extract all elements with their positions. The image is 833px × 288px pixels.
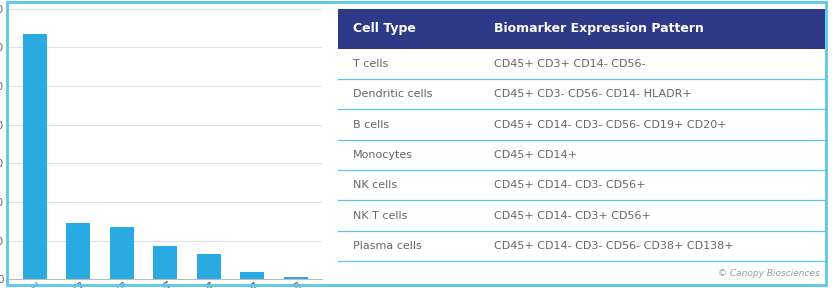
Bar — [241, 272, 264, 279]
Text: NK cells: NK cells — [353, 180, 397, 190]
Bar — [110, 227, 133, 279]
Text: CD45+ CD14- CD3+ CD56+: CD45+ CD14- CD3+ CD56+ — [494, 211, 651, 221]
Text: CD45+ CD14- CD3- CD56- CD19+ CD20+: CD45+ CD14- CD3- CD56- CD19+ CD20+ — [494, 120, 726, 130]
Text: Cell Type: Cell Type — [353, 22, 416, 35]
Bar — [22, 34, 47, 279]
Text: Dendritic cells: Dendritic cells — [353, 89, 432, 99]
Bar — [284, 277, 308, 279]
Text: CD45+ CD3+ CD14- CD56-: CD45+ CD3+ CD14- CD56- — [494, 59, 646, 69]
Text: CD45+ CD14+: CD45+ CD14+ — [494, 150, 577, 160]
Text: Monocytes: Monocytes — [353, 150, 413, 160]
Text: T cells: T cells — [353, 59, 388, 69]
Bar — [153, 247, 177, 279]
Text: NK T cells: NK T cells — [353, 211, 407, 221]
Text: CD45+ CD3- CD56- CD14- HLADR+: CD45+ CD3- CD56- CD14- HLADR+ — [494, 89, 691, 99]
Text: B cells: B cells — [353, 120, 389, 130]
Text: CD45+ CD14- CD3- CD56+: CD45+ CD14- CD3- CD56+ — [494, 180, 646, 190]
Text: CD45+ CD14- CD3- CD56- CD38+ CD138+: CD45+ CD14- CD3- CD56- CD38+ CD138+ — [494, 241, 734, 251]
Text: Plasma cells: Plasma cells — [353, 241, 421, 251]
FancyBboxPatch shape — [338, 9, 825, 49]
Bar — [66, 223, 90, 279]
Text: © Canopy Biosciences: © Canopy Biosciences — [718, 269, 820, 278]
Text: Biomarker Expression Pattern: Biomarker Expression Pattern — [494, 22, 704, 35]
Bar — [197, 254, 221, 279]
